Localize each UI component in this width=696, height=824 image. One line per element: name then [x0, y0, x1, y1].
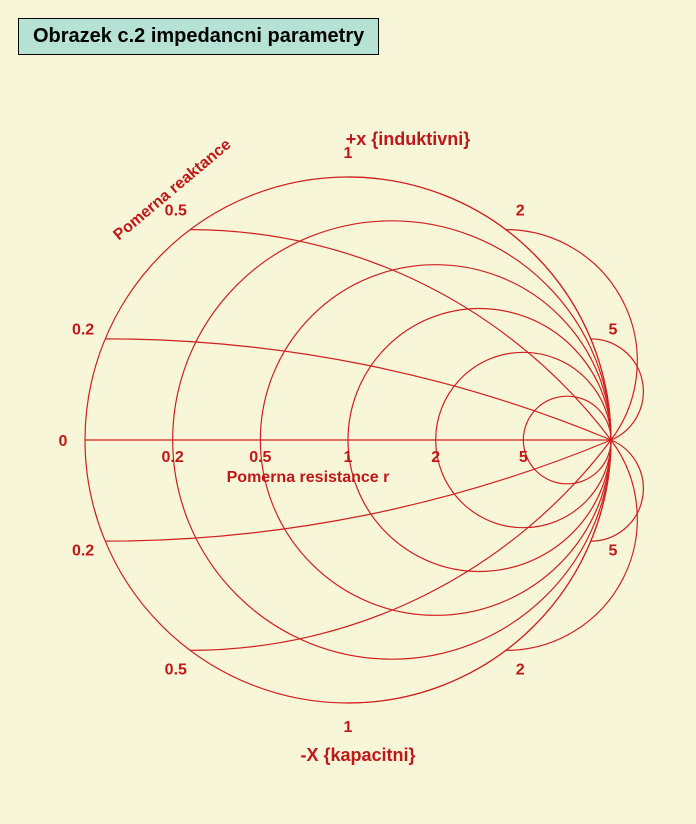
x-tick-pos-2: 2: [516, 202, 525, 219]
resistance-axis-label: Pomerna resistance r: [227, 469, 390, 486]
r-tick-5: 5: [519, 449, 528, 466]
x-tick-neg-1: 1: [344, 719, 353, 736]
r-tick-0.2: 0.2: [162, 449, 184, 466]
x-tick-neg-0.5: 0.5: [165, 662, 187, 679]
top-axis-label: +x {induktivni}: [346, 129, 471, 149]
x-tick-neg-0.2: 0.2: [72, 542, 94, 559]
smith-chart: +x {induktivni} -X {kapacitni} 0 0.2 0.5 1 2 5 P…: [0, 0, 696, 824]
x-tick-neg-5: 5: [608, 542, 617, 559]
r-tick-1: 1: [344, 449, 353, 466]
page: Obrazek c.2 impedancni parametry +x {ind…: [0, 0, 696, 824]
r-tick-0.5: 0.5: [249, 449, 271, 466]
bottom-axis-label: -X {kapacitni}: [300, 745, 415, 765]
r-tick-2: 2: [431, 449, 440, 466]
reactance-axis-label: Pomerna reaktance: [110, 136, 234, 244]
x-tick-pos-0.2: 0.2: [72, 322, 94, 339]
smith-chart-svg: +x {induktivni} -X {kapacitni} 0 0.2 0.5 1 2 5 P…: [0, 0, 696, 824]
x-tick-pos-1: 1: [344, 145, 353, 162]
x-tick-pos-0.5: 0.5: [165, 202, 187, 219]
x-tick-pos-5: 5: [608, 322, 617, 339]
x-tick-neg-2: 2: [516, 662, 525, 679]
zero-label: 0: [59, 433, 68, 450]
